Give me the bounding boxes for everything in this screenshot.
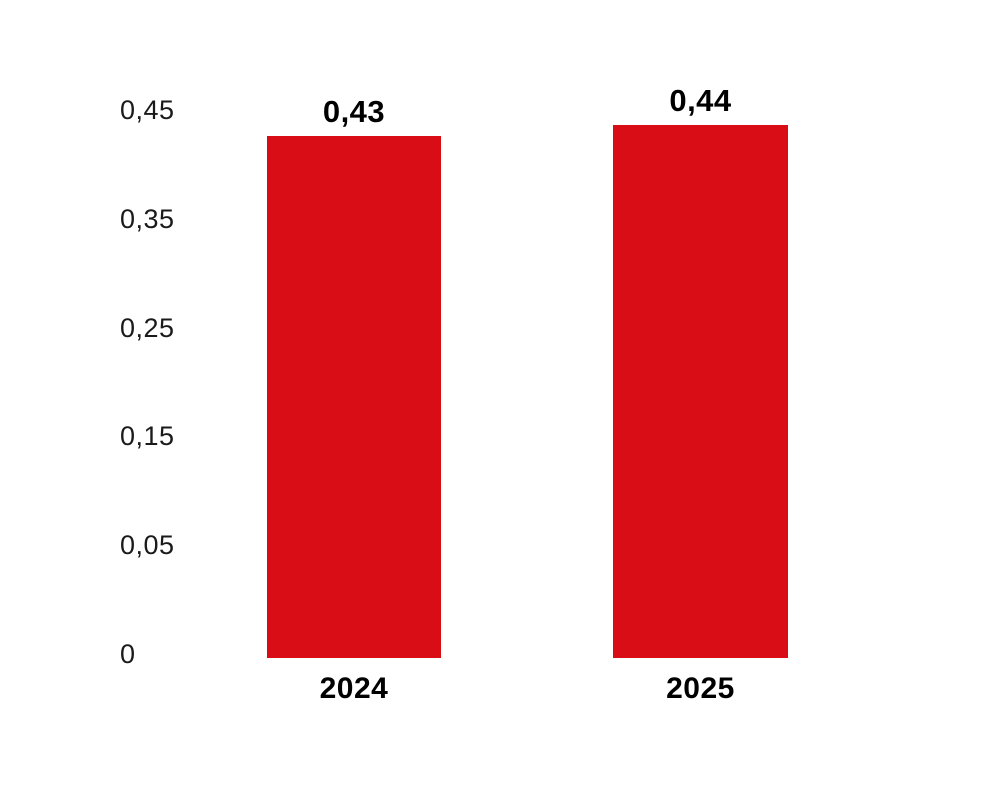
bar-value-label: 0,43 — [322, 93, 386, 129]
bar-2024 — [267, 135, 441, 658]
bar-2025 — [613, 124, 788, 658]
y-axis-tick-label: 0,45 — [120, 94, 175, 125]
x-axis-category-label: 2025 — [666, 672, 735, 705]
y-axis-tick-label: 0,35 — [120, 203, 175, 234]
x-axis-category-label: 2024 — [319, 672, 389, 705]
y-axis-tick-label: 0,05 — [120, 530, 175, 561]
y-axis-tick-label: 0 — [120, 638, 136, 669]
bar-value-label: 0,44 — [669, 82, 732, 118]
y-axis-tick-label: 0,25 — [120, 312, 175, 343]
y-axis-tick-label: 0,15 — [120, 421, 175, 452]
